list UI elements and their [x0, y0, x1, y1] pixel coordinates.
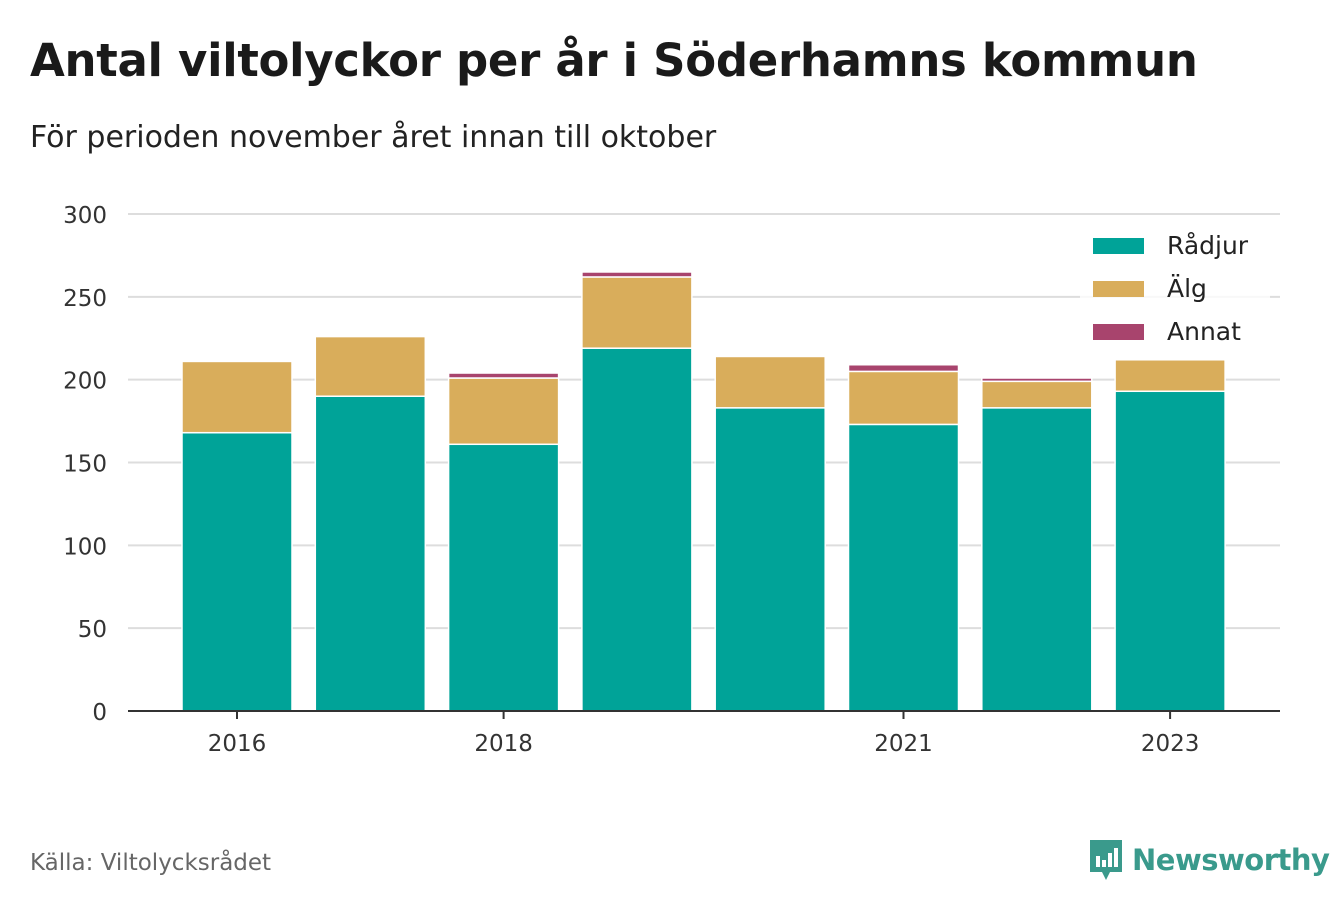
bars [181, 271, 1226, 712]
y-tick-label: 200 [63, 369, 107, 395]
bar-älg-2020 [714, 355, 826, 409]
bar-rådjur-2022 [981, 407, 1093, 712]
legend-label-rådjur: Rådjur [1167, 231, 1249, 260]
bar-rådjur-2016 [181, 431, 293, 712]
legend-label-älg: Älg [1167, 274, 1207, 303]
bar-rådjur-2018 [447, 443, 560, 712]
y-tick-label: 150 [63, 452, 107, 478]
bar-annat-2021 [847, 364, 960, 373]
y-tick-label: 250 [63, 286, 107, 312]
y-tick-label: 50 [78, 617, 107, 643]
bar-rådjur-2021 [847, 423, 960, 712]
legend: Rådjur Älg Annat [1080, 226, 1270, 352]
bar-älg-2017 [314, 335, 427, 397]
chart-title: Antal viltolyckor per år i Söderhamns ko… [30, 34, 1198, 87]
bar-rådjur-2020 [714, 407, 826, 712]
y-tick-label: 300 [63, 203, 107, 229]
bar-älg-2018 [447, 377, 560, 446]
brand-name: Newsworthy [1132, 843, 1330, 877]
chart-subtitle: För perioden november året innan till ok… [30, 120, 717, 155]
bar-annat-2018 [447, 372, 560, 379]
bar-rådjur-2017 [314, 395, 427, 712]
legend-swatch-älg [1093, 281, 1144, 297]
x-tick-label: 2023 [1141, 731, 1200, 757]
x-tick-label: 2016 [208, 731, 267, 757]
axes: 0 50 100 150 200 250 300 2016 2018 2021 2023 [63, 203, 1280, 757]
bar-annat-2019 [581, 271, 693, 278]
legend-label-annat: Annat [1167, 317, 1241, 346]
bar-älg-2023 [1114, 359, 1226, 393]
legend-swatch-annat [1093, 324, 1144, 340]
source-note: Källa: Viltolycksrådet [30, 850, 272, 876]
bar-rådjur-2023 [1114, 390, 1226, 712]
brand-logo: Newsworthy [1088, 838, 1330, 882]
y-tick-label: 100 [63, 534, 107, 560]
x-tick-label: 2018 [474, 731, 533, 757]
bar-älg-2019 [581, 276, 693, 349]
bar-rådjur-2019 [581, 347, 693, 712]
y-tick-label: 0 [92, 700, 107, 726]
newsworthy-logo-icon [1090, 840, 1122, 880]
bar-älg-2016 [181, 360, 293, 434]
x-tick-label: 2021 [874, 731, 933, 757]
bar-älg-2022 [981, 380, 1093, 409]
bar-annat-2022 [981, 377, 1093, 383]
legend-swatch-rådjur [1093, 238, 1144, 254]
bar-älg-2021 [847, 370, 960, 426]
